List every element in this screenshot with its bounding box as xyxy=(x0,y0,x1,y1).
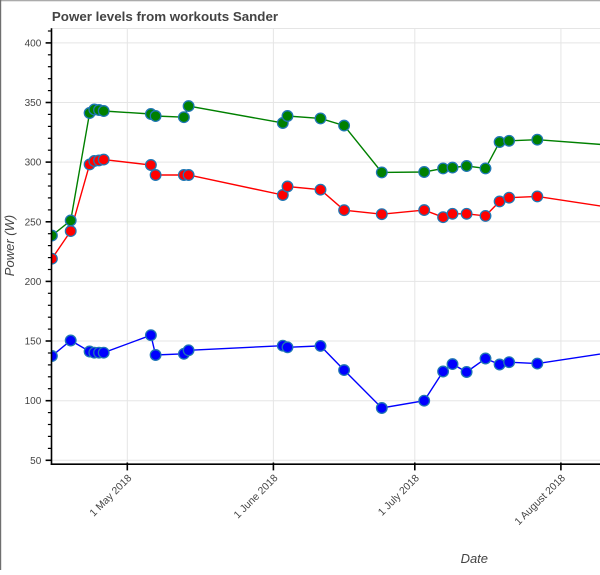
svg-text:300: 300 xyxy=(25,158,42,169)
svg-text:Date: Date xyxy=(461,551,488,566)
svg-text:100: 100 xyxy=(25,396,42,407)
svg-text:200: 200 xyxy=(25,277,42,288)
svg-text:250: 250 xyxy=(25,217,42,228)
svg-text:50: 50 xyxy=(30,456,42,467)
svg-text:150: 150 xyxy=(25,337,42,348)
svg-text:400: 400 xyxy=(25,38,42,49)
svg-text:Power (W): Power (W) xyxy=(2,215,17,276)
svg-text:350: 350 xyxy=(25,98,42,109)
svg-text:Power levels from workouts San: Power levels from workouts Sander xyxy=(52,9,278,24)
